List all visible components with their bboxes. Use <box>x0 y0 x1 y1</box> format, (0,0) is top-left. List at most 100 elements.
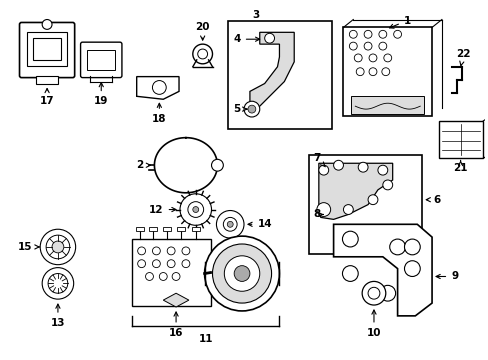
Polygon shape <box>137 77 179 99</box>
Text: 2: 2 <box>136 160 150 170</box>
Text: 8: 8 <box>313 210 323 220</box>
Circle shape <box>247 105 255 113</box>
Circle shape <box>227 221 233 227</box>
Circle shape <box>152 81 166 94</box>
Polygon shape <box>163 293 188 307</box>
Text: 14: 14 <box>247 219 271 229</box>
Circle shape <box>167 260 175 267</box>
Circle shape <box>138 247 145 255</box>
Circle shape <box>362 282 385 305</box>
Circle shape <box>152 260 160 267</box>
Circle shape <box>318 165 328 175</box>
Circle shape <box>52 241 64 253</box>
Bar <box>191 227 199 231</box>
Bar <box>136 227 143 231</box>
Circle shape <box>264 33 274 43</box>
Circle shape <box>333 160 343 170</box>
Text: 15: 15 <box>18 242 39 252</box>
Text: 9: 9 <box>435 271 457 282</box>
Text: 18: 18 <box>152 103 166 124</box>
Circle shape <box>40 229 76 265</box>
Text: 1: 1 <box>389 15 410 28</box>
Circle shape <box>167 247 175 255</box>
Bar <box>87 50 115 70</box>
Bar <box>27 32 67 66</box>
Bar <box>350 96 423 114</box>
Circle shape <box>159 273 167 280</box>
Bar <box>177 227 184 231</box>
Circle shape <box>223 217 237 231</box>
Circle shape <box>364 30 371 38</box>
FancyBboxPatch shape <box>20 22 75 78</box>
Bar <box>149 227 157 231</box>
Circle shape <box>204 236 279 311</box>
Bar <box>438 121 482 158</box>
Polygon shape <box>249 32 294 111</box>
Polygon shape <box>333 224 431 316</box>
FancyBboxPatch shape <box>81 42 122 78</box>
Circle shape <box>389 239 405 255</box>
Polygon shape <box>318 163 392 219</box>
Bar <box>33 38 61 60</box>
Circle shape <box>152 247 160 255</box>
Circle shape <box>364 42 371 50</box>
Circle shape <box>192 44 212 64</box>
Circle shape <box>383 54 391 62</box>
Bar <box>343 27 431 116</box>
Bar <box>228 21 331 129</box>
Circle shape <box>212 244 271 303</box>
Circle shape <box>353 54 362 62</box>
Text: 3: 3 <box>252 10 259 19</box>
Circle shape <box>42 19 52 30</box>
Circle shape <box>381 68 389 76</box>
Bar <box>163 227 171 231</box>
Bar <box>36 76 58 84</box>
Text: 11: 11 <box>198 334 212 345</box>
Text: 10: 10 <box>366 310 381 338</box>
Circle shape <box>316 203 330 216</box>
Circle shape <box>356 68 364 76</box>
Circle shape <box>182 247 189 255</box>
Circle shape <box>404 261 419 276</box>
Text: 6: 6 <box>426 195 440 205</box>
Circle shape <box>378 30 386 38</box>
Text: 7: 7 <box>312 153 325 167</box>
Text: 22: 22 <box>455 49 470 66</box>
Text: 16: 16 <box>168 312 183 338</box>
Circle shape <box>367 287 379 299</box>
Circle shape <box>138 260 145 267</box>
Circle shape <box>348 42 357 50</box>
Circle shape <box>393 30 401 38</box>
Circle shape <box>342 231 358 247</box>
Text: 17: 17 <box>40 89 54 106</box>
Text: 21: 21 <box>452 161 467 173</box>
Circle shape <box>192 207 198 212</box>
Circle shape <box>224 256 259 291</box>
Circle shape <box>404 239 419 255</box>
Circle shape <box>379 285 395 301</box>
Text: 20: 20 <box>195 22 209 40</box>
Text: 19: 19 <box>94 82 108 106</box>
Circle shape <box>48 274 68 293</box>
Circle shape <box>42 267 74 299</box>
Bar <box>308 156 421 254</box>
Circle shape <box>382 180 392 190</box>
Circle shape <box>211 159 223 171</box>
Circle shape <box>145 273 153 280</box>
Circle shape <box>358 162 367 172</box>
Circle shape <box>244 101 259 117</box>
Text: 5: 5 <box>233 104 246 114</box>
Bar <box>131 239 210 306</box>
Circle shape <box>377 165 387 175</box>
Circle shape <box>368 68 376 76</box>
Circle shape <box>368 54 376 62</box>
Circle shape <box>234 266 249 282</box>
Circle shape <box>378 42 386 50</box>
Text: 4: 4 <box>233 34 259 44</box>
Circle shape <box>187 202 203 217</box>
Text: 12: 12 <box>149 204 176 215</box>
Circle shape <box>180 194 211 225</box>
Circle shape <box>367 195 377 204</box>
Circle shape <box>197 49 207 59</box>
Circle shape <box>342 266 358 282</box>
